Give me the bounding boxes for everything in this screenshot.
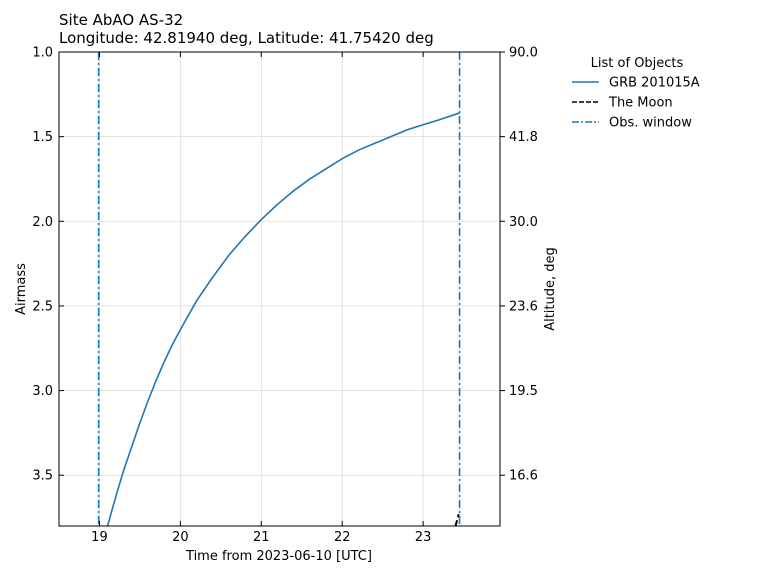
grid-layer xyxy=(59,51,500,526)
y-tick-label: 1.0 xyxy=(32,46,53,61)
x-axis-label: Time from 2023-06-10 [UTC] xyxy=(185,549,372,564)
x-tick-label: 20 xyxy=(172,530,189,545)
chart-title: Site AbAO AS-32 xyxy=(59,11,184,29)
y-tick-label: 3.5 xyxy=(32,469,53,484)
y-right-tick-label: 19.5 xyxy=(509,384,538,399)
series-line-the-moon xyxy=(454,513,460,526)
y-axis-label-right: Altitude, deg xyxy=(543,247,558,331)
y-tick-label: 2.0 xyxy=(32,215,53,230)
tick-layer: 19 20 21 22 23 1.0 90.0 1.5 41.8 2.0 30.0 2.5 23.6 3.… xyxy=(32,46,538,546)
legend: List of Objects GRB 201015A The Moon Obs. … xyxy=(572,56,700,131)
y-right-tick-label: 16.6 xyxy=(509,469,538,484)
x-tick-label: 22 xyxy=(334,530,351,545)
y-right-tick-label: 30.0 xyxy=(509,215,538,230)
x-tick-label: 21 xyxy=(253,530,270,545)
x-tick-label: 19 xyxy=(91,530,108,545)
y-right-tick-label: 23.6 xyxy=(509,299,538,314)
plot-frame xyxy=(58,51,501,527)
y-right-tick-label: 90.0 xyxy=(509,46,538,61)
legend-label: The Moon xyxy=(608,96,673,111)
obs-window-lines xyxy=(97,52,461,526)
legend-label: Obs. window xyxy=(609,116,692,131)
y-tick-label: 1.5 xyxy=(32,130,53,145)
y-axis-label: Airmass xyxy=(14,263,29,315)
series-line-grb-201015a xyxy=(106,112,460,526)
y-tick-label: 2.5 xyxy=(32,299,53,314)
legend-entries: GRB 201015A The Moon Obs. window xyxy=(572,76,700,131)
x-tick-label: 23 xyxy=(415,530,432,545)
legend-title: List of Objects xyxy=(591,56,684,71)
chart-subtitle: Longitude: 42.81940 deg, Latitude: 41.75… xyxy=(59,29,434,47)
y-right-tick-label: 41.8 xyxy=(509,130,538,145)
legend-label: GRB 201015A xyxy=(609,76,700,91)
series-layer xyxy=(106,112,460,526)
y-tick-label: 3.0 xyxy=(32,384,53,399)
chart-title-block: Site AbAO AS-32 Longitude: 42.81940 deg,… xyxy=(59,11,434,47)
